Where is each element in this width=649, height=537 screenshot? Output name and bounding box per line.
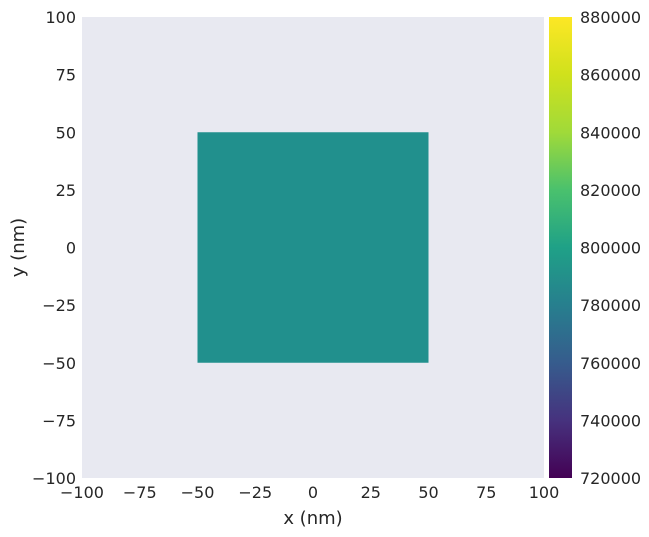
colorbar-tick-label: 860000 <box>580 66 641 85</box>
x-tick-label: −75 <box>123 483 157 502</box>
y-tick-label: −50 <box>42 354 76 373</box>
x-tick-label: 25 <box>361 483 381 502</box>
x-tick-label: 0 <box>308 483 318 502</box>
colorbar-tick-label: 800000 <box>580 239 641 258</box>
colorbar-tick-label: 720000 <box>580 469 641 488</box>
x-tick-label: 50 <box>418 483 438 502</box>
y-tick-label: −25 <box>42 296 76 315</box>
x-axis-label: x (nm) <box>283 508 342 529</box>
heatmap-cell <box>197 132 429 363</box>
y-axis-label: y (nm) <box>8 218 29 277</box>
colorbar-tick-label: 820000 <box>580 181 641 200</box>
y-tick-label: 50 <box>56 123 76 142</box>
x-tick-label: −100 <box>60 483 104 502</box>
y-tick-label: 75 <box>56 66 76 85</box>
x-tick-label: 75 <box>476 483 496 502</box>
y-tick-label: 0 <box>66 239 76 258</box>
colorbar-ticks: 720000 740000 760000 780000 800000 820000 8400… <box>580 8 641 488</box>
y-tick-label: 100 <box>45 8 76 27</box>
colorbar-tick-label: 760000 <box>580 354 641 373</box>
colorbar-tick-label: 780000 <box>580 296 641 315</box>
y-tick-label: −75 <box>42 411 76 430</box>
x-tick-label: −25 <box>238 483 272 502</box>
x-tick-label: −50 <box>181 483 215 502</box>
x-tick-label: 100 <box>529 483 560 502</box>
colorbar-tick-label: 740000 <box>580 411 641 430</box>
colorbar-tick-label: 840000 <box>580 123 641 142</box>
y-tick-label: −100 <box>32 469 76 488</box>
colorbar-tick-label: 880000 <box>580 8 641 27</box>
y-tick-label: 25 <box>56 181 76 200</box>
colorbar <box>549 17 572 478</box>
heatmap-regions <box>197 132 429 363</box>
y-axis-ticks: −100 −75 −50 −25 0 25 50 75 100 <box>32 8 76 488</box>
x-axis-ticks: −100 −75 −50 −25 0 25 50 75 100 <box>60 483 559 502</box>
